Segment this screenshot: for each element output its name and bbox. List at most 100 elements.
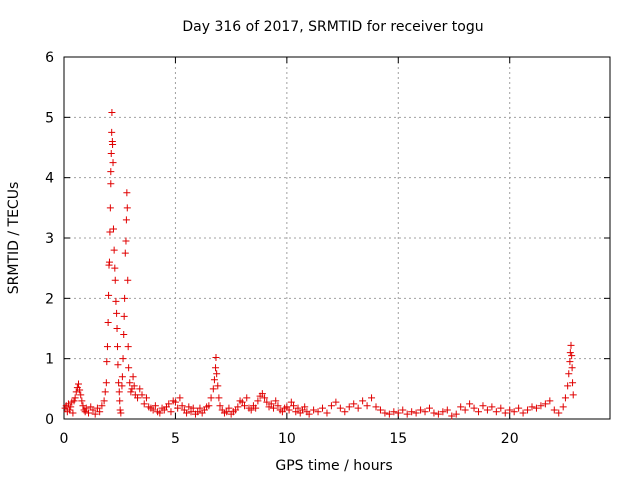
data-point bbox=[178, 402, 186, 410]
data-point bbox=[567, 341, 575, 349]
data-point bbox=[555, 409, 563, 417]
data-point bbox=[372, 403, 380, 411]
x-tick-label: 5 bbox=[171, 431, 180, 447]
x-tick-label: 0 bbox=[60, 431, 69, 447]
data-point bbox=[515, 404, 523, 412]
data-point bbox=[89, 406, 97, 414]
data-point bbox=[183, 409, 191, 417]
data-point bbox=[107, 150, 115, 158]
data-point bbox=[327, 402, 335, 410]
data-point bbox=[124, 343, 132, 351]
data-point bbox=[194, 408, 202, 416]
grid bbox=[64, 57, 610, 419]
data-point bbox=[140, 400, 148, 408]
data-point bbox=[187, 408, 195, 416]
data-point bbox=[501, 409, 509, 417]
data-point bbox=[269, 404, 277, 412]
y-axis-title: SRMTID / TECUs bbox=[6, 182, 22, 295]
data-point bbox=[301, 403, 309, 411]
data-point bbox=[185, 403, 193, 411]
data-point bbox=[66, 406, 74, 414]
data-point bbox=[345, 403, 353, 411]
data-point bbox=[564, 382, 572, 390]
data-point bbox=[105, 291, 113, 299]
data-point bbox=[105, 258, 113, 266]
data-point bbox=[350, 400, 358, 408]
data-point bbox=[354, 404, 362, 412]
data-point bbox=[93, 404, 101, 412]
data-point bbox=[394, 409, 402, 417]
data-point bbox=[261, 394, 269, 402]
data-point bbox=[174, 404, 182, 412]
data-point bbox=[67, 403, 75, 411]
data-point bbox=[285, 406, 293, 414]
data-point bbox=[213, 370, 221, 378]
y-tick-label: 6 bbox=[45, 50, 54, 66]
data-point bbox=[115, 388, 123, 396]
data-point bbox=[550, 406, 558, 414]
data-point bbox=[113, 309, 121, 317]
data-point bbox=[267, 400, 275, 408]
data-point bbox=[510, 408, 518, 416]
data-point bbox=[114, 361, 122, 369]
data-point bbox=[243, 394, 251, 402]
data-point bbox=[390, 408, 398, 416]
data-point bbox=[120, 312, 128, 320]
data-point bbox=[488, 403, 496, 411]
data-point bbox=[566, 358, 574, 366]
data-point bbox=[96, 408, 104, 416]
y-axis: 0 1 2 3 4 5 6 bbox=[45, 50, 610, 428]
data-point bbox=[470, 404, 478, 412]
data-point bbox=[121, 249, 129, 257]
data-point bbox=[497, 404, 505, 412]
data-point bbox=[216, 402, 224, 410]
data-points bbox=[61, 109, 577, 420]
x-tick-label: 20 bbox=[501, 431, 519, 447]
data-point bbox=[541, 400, 549, 408]
data-point bbox=[234, 403, 242, 411]
data-point bbox=[112, 297, 120, 305]
data-point bbox=[113, 325, 121, 332]
data-point bbox=[210, 376, 218, 384]
data-point bbox=[561, 394, 569, 402]
data-point bbox=[421, 408, 429, 416]
data-point bbox=[82, 404, 90, 412]
data-point bbox=[104, 318, 112, 326]
data-point bbox=[439, 408, 447, 416]
data-point bbox=[71, 394, 79, 402]
data-point bbox=[116, 406, 124, 414]
data-point bbox=[196, 404, 204, 412]
data-point bbox=[167, 408, 175, 416]
data-point bbox=[102, 379, 110, 387]
data-point bbox=[238, 398, 246, 406]
data-point bbox=[138, 391, 146, 399]
data-point bbox=[483, 406, 491, 414]
x-tick-label: 10 bbox=[278, 431, 296, 447]
data-point bbox=[274, 402, 282, 410]
data-point bbox=[171, 398, 179, 406]
data-point bbox=[457, 403, 465, 411]
data-point bbox=[85, 409, 93, 417]
data-point bbox=[214, 382, 222, 390]
data-point bbox=[126, 379, 134, 387]
data-point bbox=[189, 404, 197, 412]
data-point bbox=[136, 385, 144, 393]
data-point bbox=[109, 159, 117, 167]
data-point bbox=[78, 397, 86, 405]
data-point bbox=[241, 402, 249, 410]
data-point bbox=[532, 404, 540, 412]
data-point bbox=[461, 406, 469, 414]
data-point bbox=[109, 225, 117, 233]
data-point bbox=[565, 370, 573, 378]
data-point bbox=[70, 397, 78, 405]
data-point bbox=[120, 331, 128, 339]
data-point bbox=[225, 404, 233, 412]
data-point bbox=[129, 373, 137, 381]
data-point bbox=[412, 409, 420, 417]
data-point bbox=[111, 276, 119, 284]
data-point bbox=[475, 408, 483, 416]
data-point bbox=[537, 402, 545, 410]
x-tick-label: 15 bbox=[389, 431, 407, 447]
data-point bbox=[272, 397, 280, 405]
data-point bbox=[385, 410, 393, 418]
